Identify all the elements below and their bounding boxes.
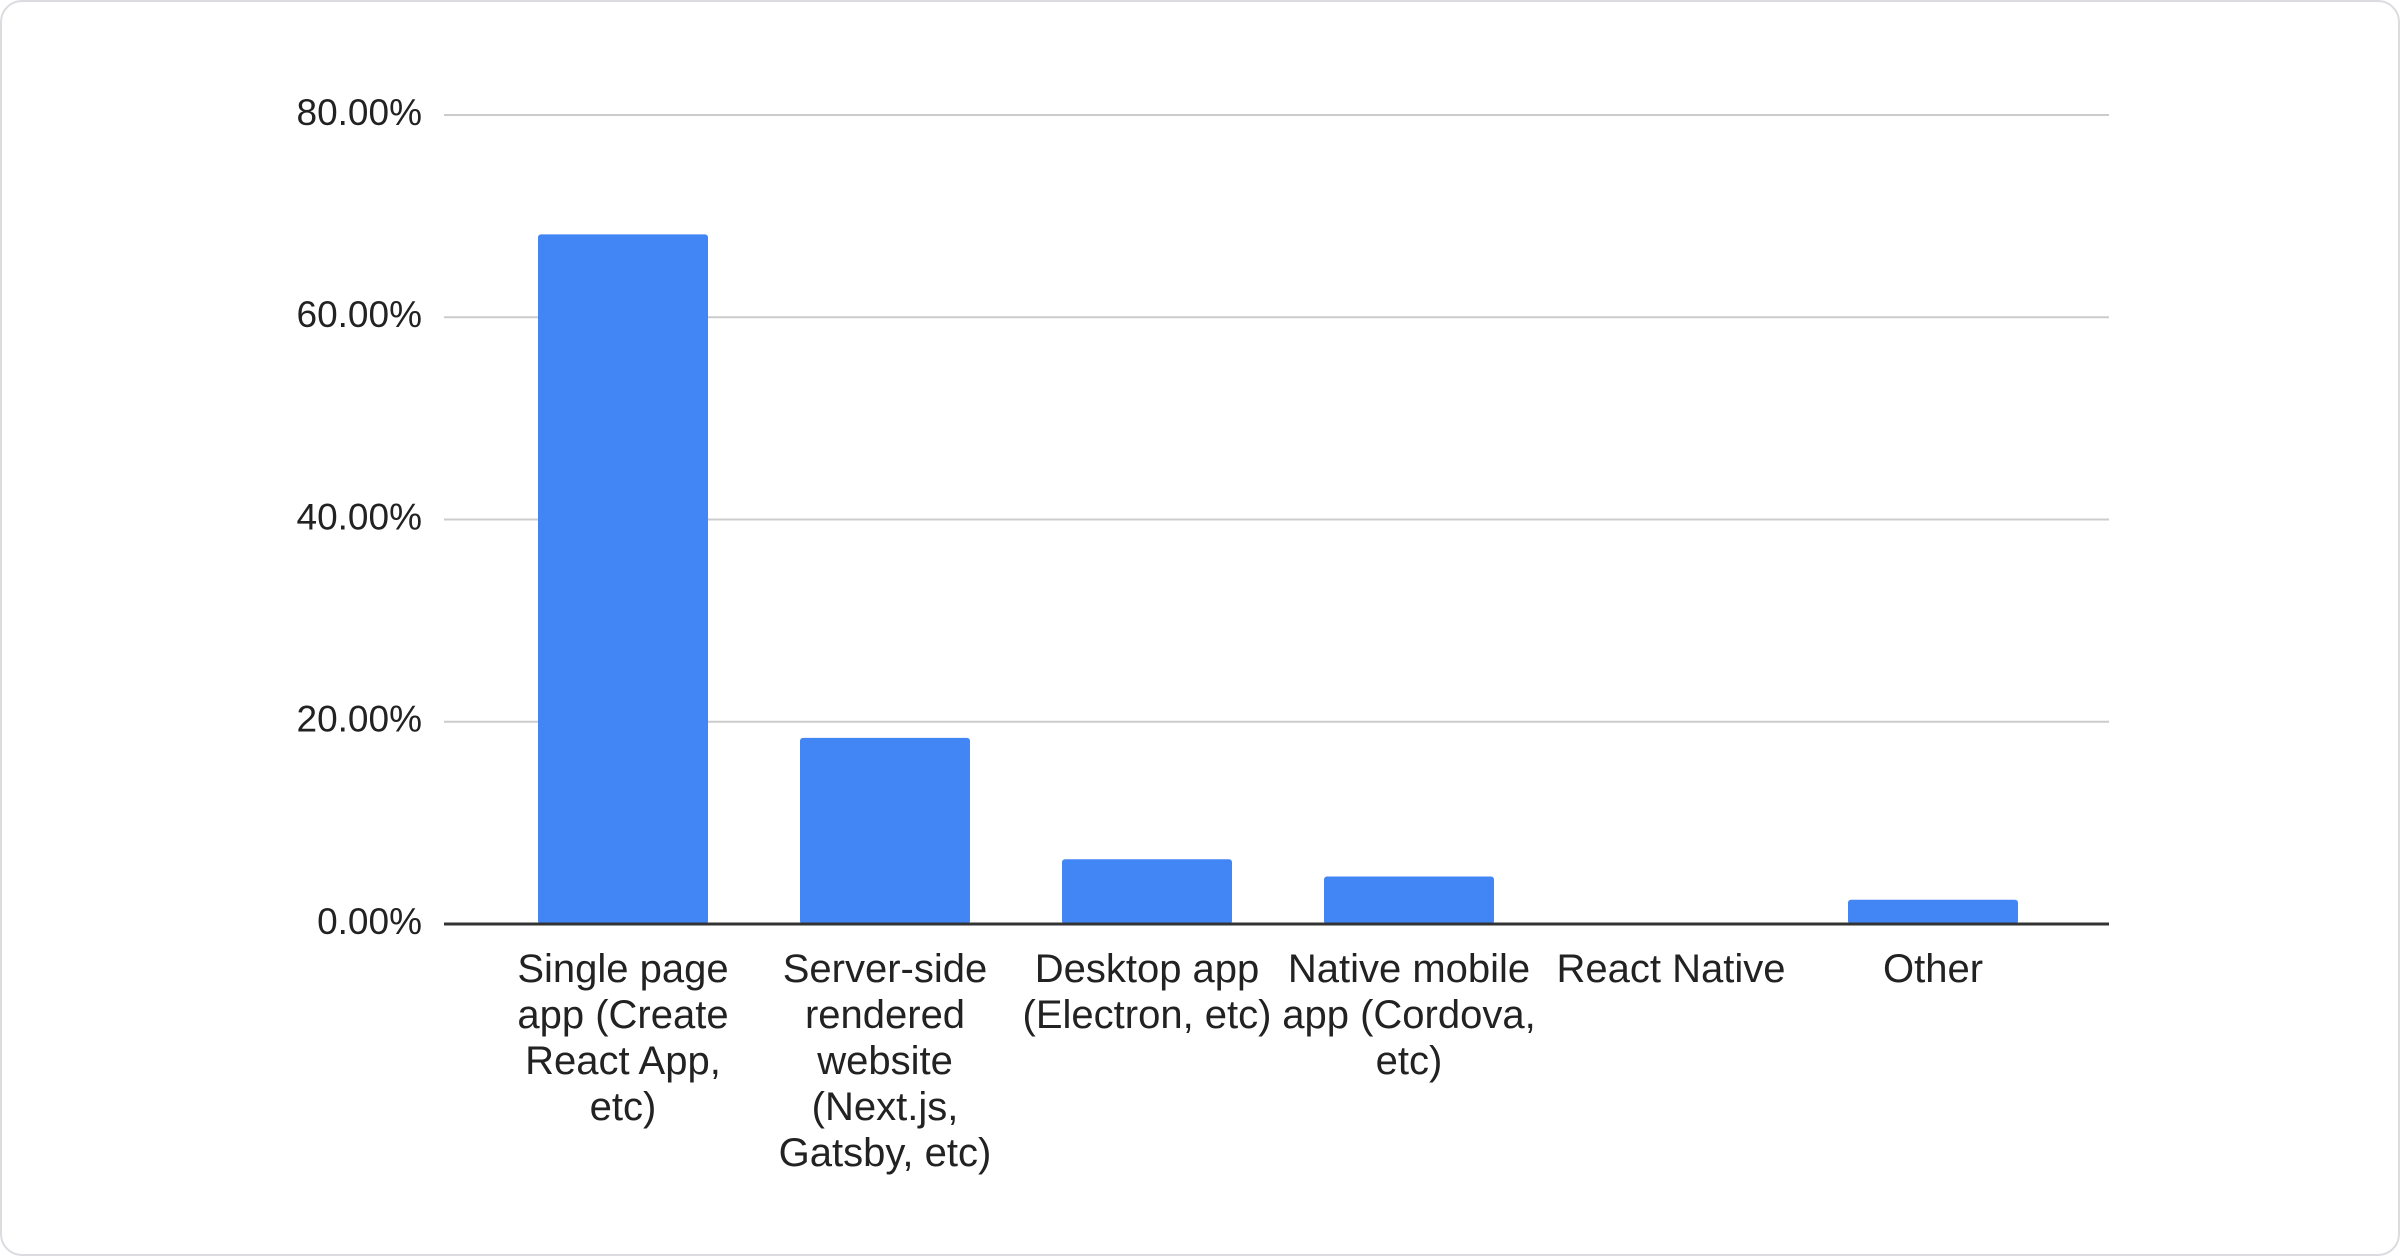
x-tick-label: Single page app (Create React App, etc) xyxy=(517,947,729,1129)
x-tick-label: Server-side rendered website (Next.js, G… xyxy=(778,947,992,1175)
bar xyxy=(538,234,708,924)
bar xyxy=(1324,876,1494,924)
x-tick-label: Desktop app (Electron, etc) xyxy=(1022,947,1272,1037)
bar xyxy=(800,737,970,924)
x-tick-label: Other xyxy=(1882,947,1984,991)
y-tick-label: 20.00% xyxy=(297,699,423,740)
y-tick-label: 60.00% xyxy=(297,294,423,335)
x-tick-label: Native mobile app (Cordova, etc) xyxy=(1282,947,1536,1083)
x-tick-label: React Native xyxy=(1556,947,1786,991)
y-tick-label: 0.00% xyxy=(317,901,422,942)
bar xyxy=(1062,859,1232,924)
bar xyxy=(1848,899,2018,924)
y-tick-label: 80.00% xyxy=(297,92,423,133)
y-tick-label: 40.00% xyxy=(297,496,423,537)
